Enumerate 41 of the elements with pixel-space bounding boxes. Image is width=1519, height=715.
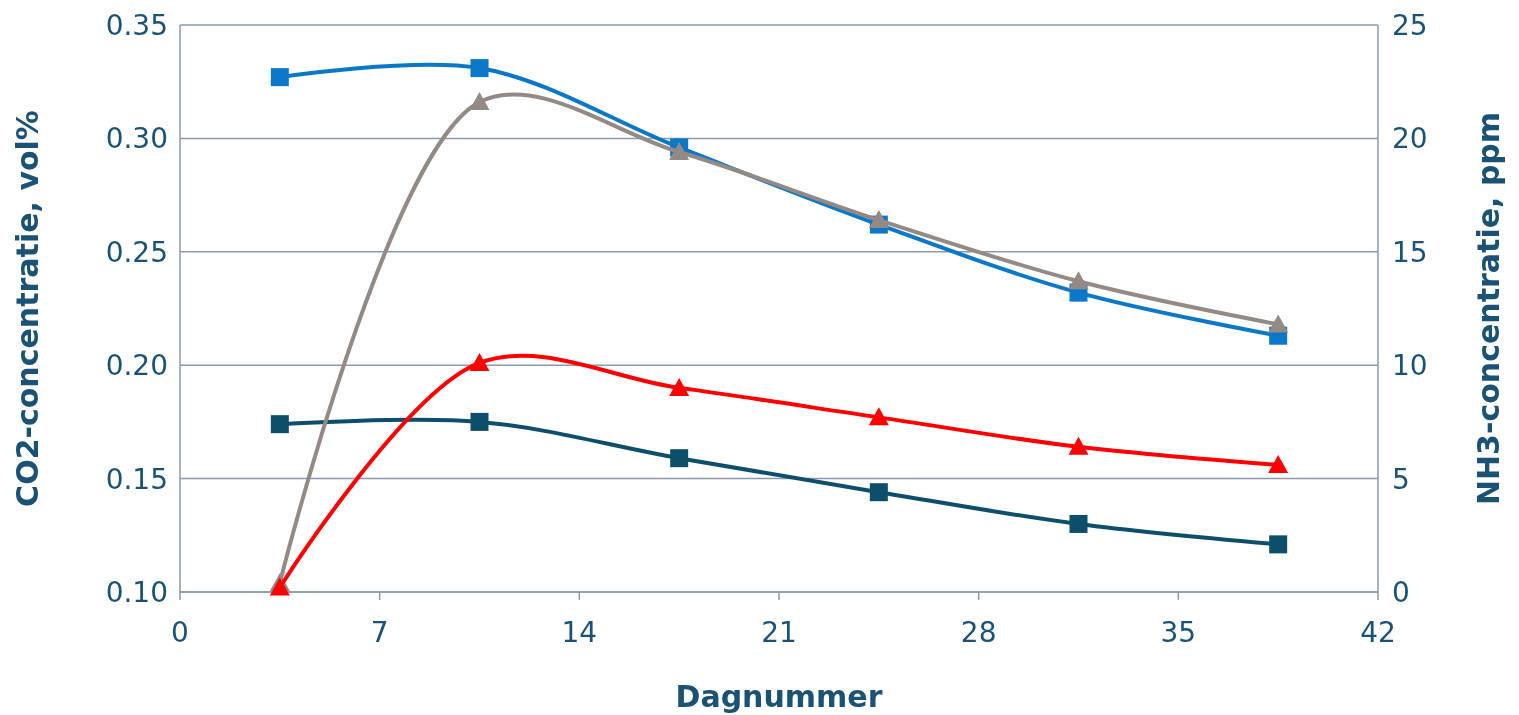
point (868, 210, 889, 229)
x-tick-label: 42 (1360, 616, 1396, 649)
x-tick-label: 28 (960, 616, 997, 649)
y-tick-label: 0.15 (105, 462, 168, 496)
y2-tick-label: 0 (1392, 576, 1410, 609)
point (269, 577, 290, 596)
x-tick-label: 35 (1160, 616, 1197, 649)
point (1068, 436, 1089, 455)
point (670, 449, 689, 468)
point (1269, 535, 1288, 554)
point (470, 412, 489, 431)
point (669, 142, 690, 161)
point (868, 407, 889, 426)
x-tick-label: 0 (171, 616, 189, 649)
x-tick-label: 14 (561, 616, 598, 649)
point (1069, 514, 1088, 533)
y-tick-label: 0.30 (105, 122, 168, 156)
point (1268, 314, 1289, 333)
y-axis-title: CO2-concentratie, vol% (10, 110, 45, 507)
x-axis-title: Dagnummer (675, 679, 883, 714)
point (1268, 454, 1289, 473)
y2-tick-label: 25 (1392, 9, 1428, 42)
point (669, 377, 690, 396)
y2-tick-label: 10 (1392, 349, 1428, 383)
point (469, 92, 490, 111)
y2-tick-label: 20 (1392, 122, 1428, 156)
point (270, 415, 289, 434)
y2-tick-label: 5 (1392, 462, 1410, 496)
y-tick-label: 0.35 (105, 9, 168, 42)
point (869, 483, 888, 502)
y2-tick-label: 15 (1392, 235, 1428, 269)
point (469, 352, 490, 371)
y2-axis-title: NH3-concentratie, ppm (1471, 111, 1506, 506)
point (470, 59, 489, 78)
x-tick-label: 7 (370, 616, 389, 649)
y-tick-label: 0.25 (105, 235, 168, 269)
point (1068, 271, 1089, 290)
point (270, 68, 289, 87)
y-tick-label: 0.20 (105, 349, 168, 383)
x-tick-label: 21 (761, 616, 797, 649)
y-tick-label: 0.10 (105, 576, 168, 609)
